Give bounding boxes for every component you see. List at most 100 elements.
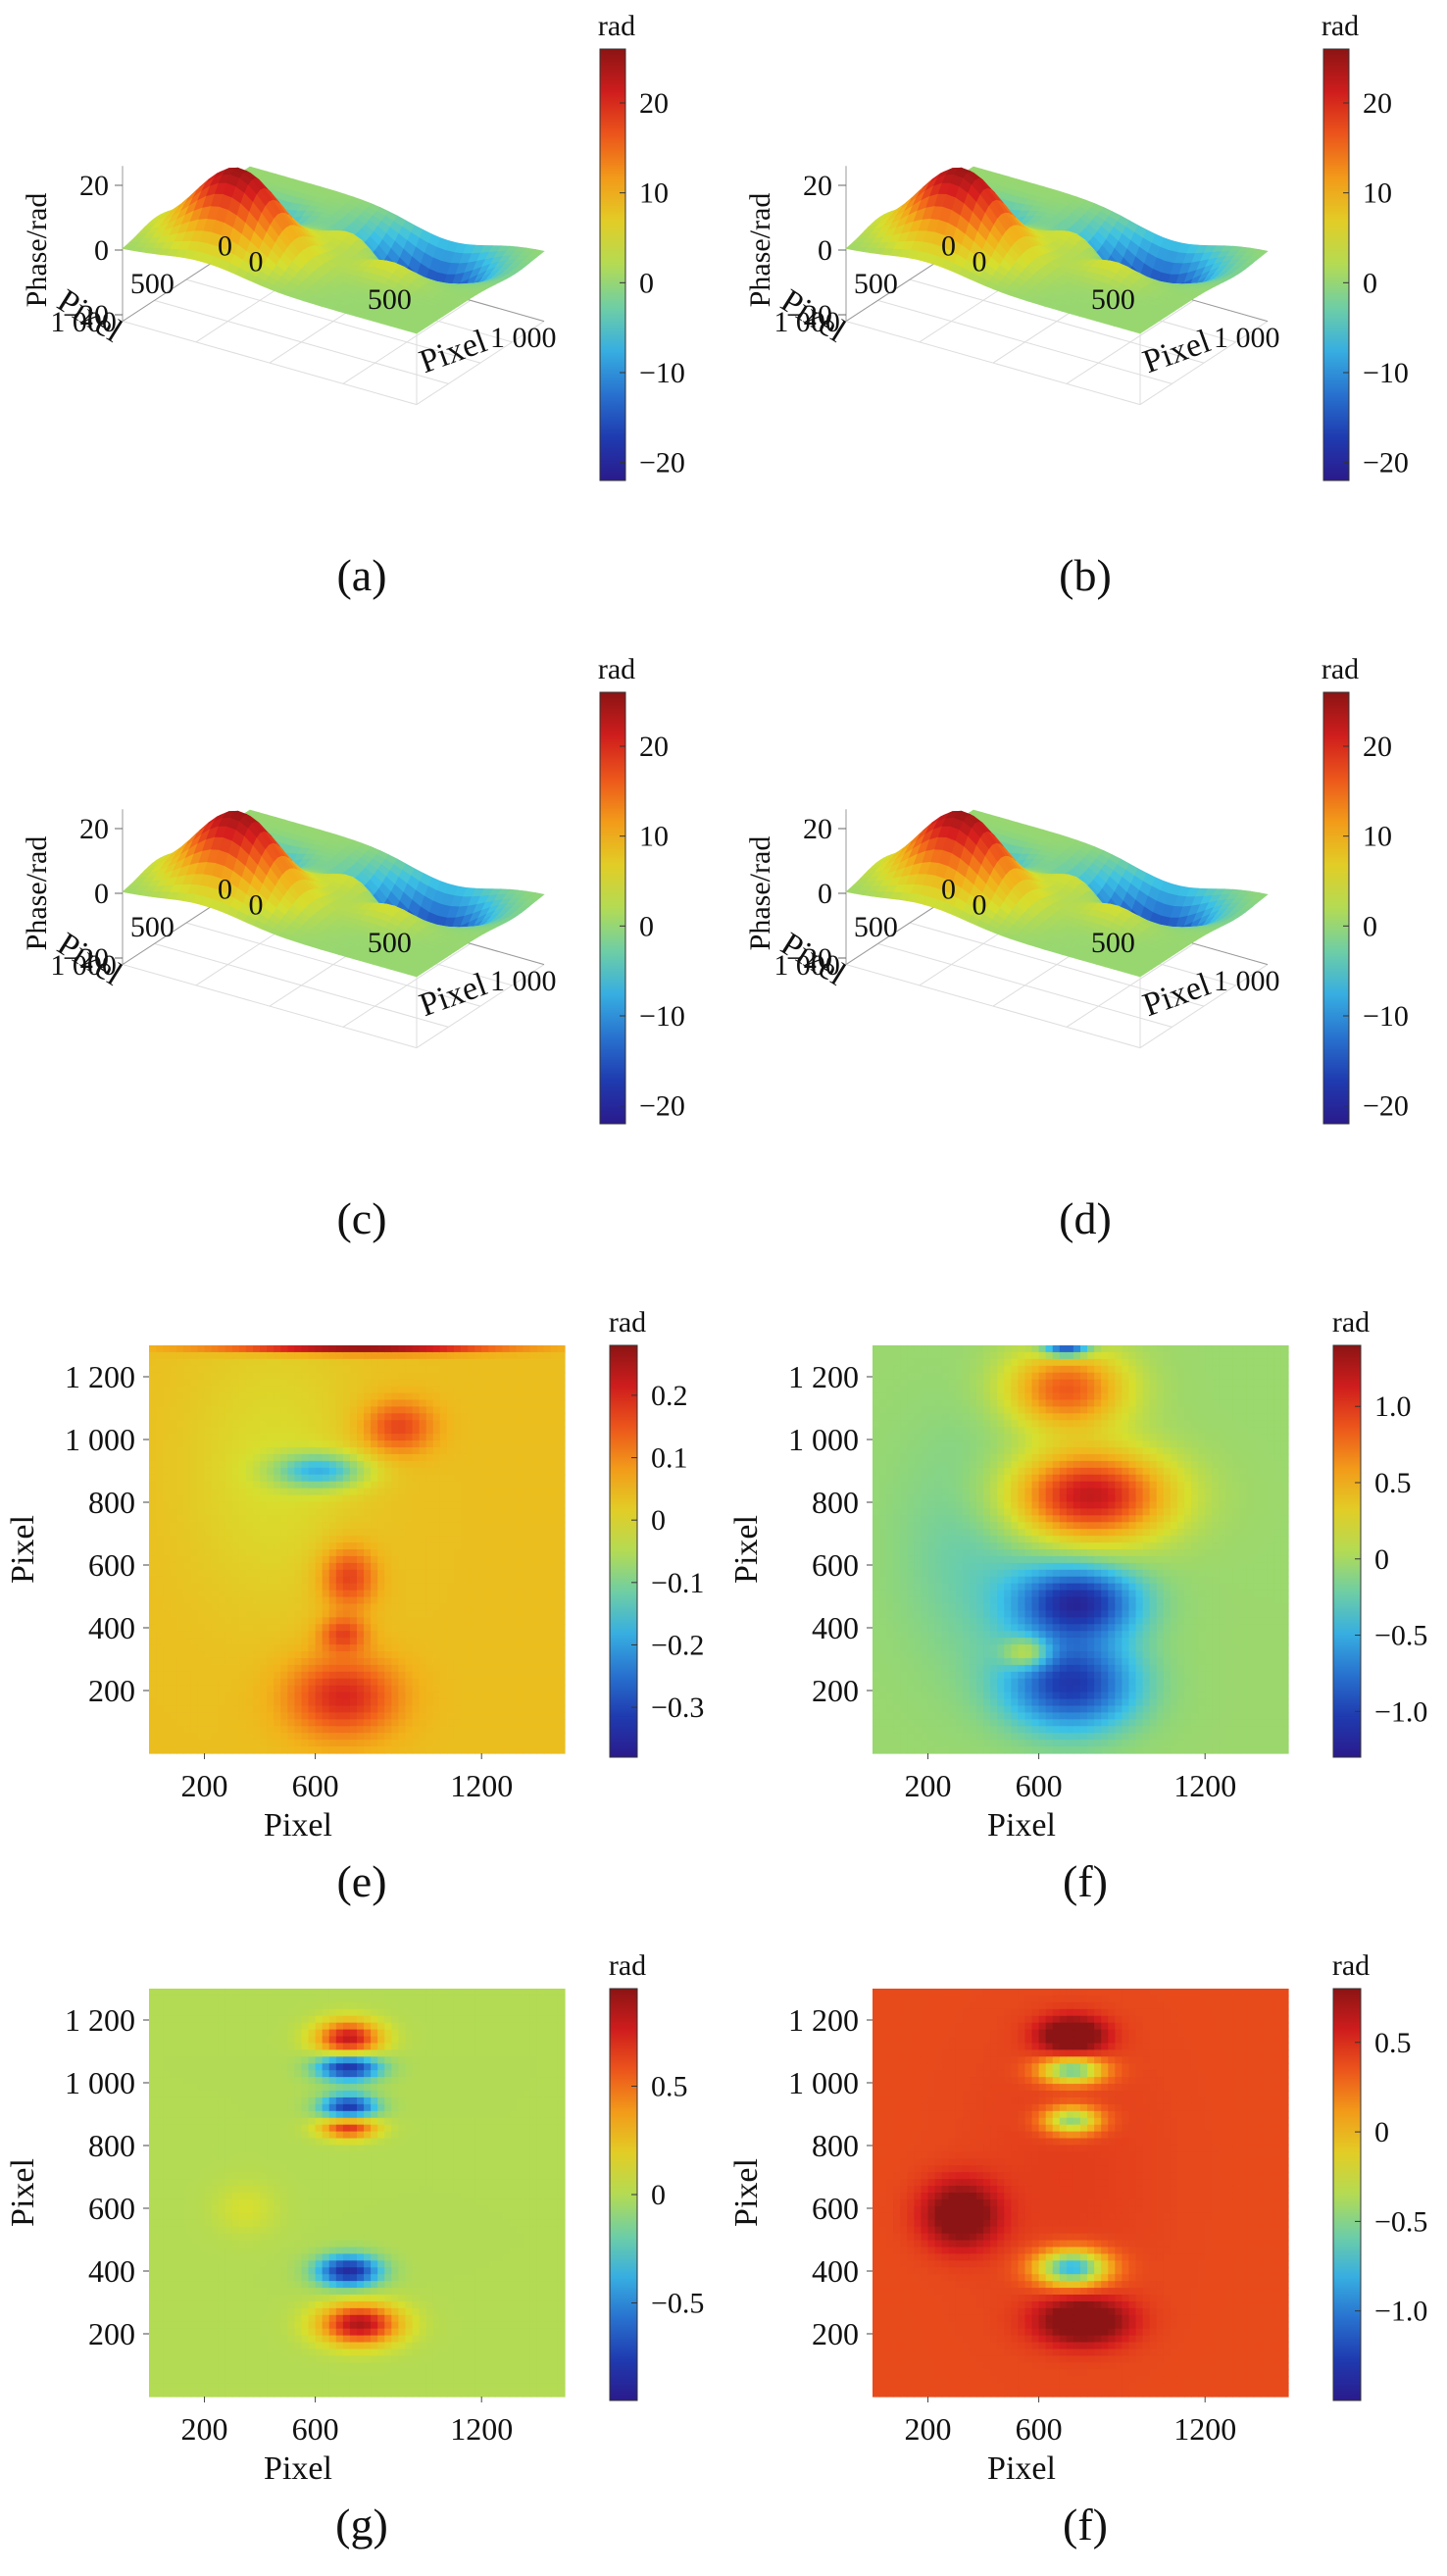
grid-line xyxy=(1066,942,1195,1028)
colorbar-title: rad xyxy=(1322,10,1359,42)
colorbar-tick-label: 20 xyxy=(639,731,669,763)
heatmap-cell xyxy=(163,1624,171,1632)
heatmap-cell xyxy=(149,1698,157,1707)
colorbar-gradient xyxy=(599,48,626,481)
heatmap-cell xyxy=(149,1467,157,1476)
heatmap-cell xyxy=(149,1529,157,1537)
heatmap-cell xyxy=(156,1678,164,1687)
heatmap-cell xyxy=(149,1638,157,1645)
heatmap-cell xyxy=(156,1406,164,1414)
heatmap-cell xyxy=(156,1420,164,1428)
heatmap-cell xyxy=(156,1746,164,1754)
heatmap-cell xyxy=(156,1555,164,1564)
z-tick-label: 20 xyxy=(79,170,109,202)
heatmap-cell xyxy=(149,1555,157,1564)
y-tick-label: 500 xyxy=(854,911,898,943)
heatmap-cell xyxy=(149,1351,157,1360)
colorbar-title: rad xyxy=(598,653,635,685)
heatmap-cell xyxy=(149,1576,157,1585)
heatmap-cell xyxy=(163,1440,171,1448)
heatmap-cell xyxy=(149,1406,157,1414)
x-tick-label: 1 000 xyxy=(490,322,557,354)
x-tick-label: 0 xyxy=(973,246,987,278)
z-axis-label: Phase/rad xyxy=(744,193,776,308)
x-tick-label: 1 000 xyxy=(490,965,557,997)
colorbar-tick-label: 0 xyxy=(639,267,654,299)
heatmap-cell xyxy=(149,1631,157,1639)
surface-patch xyxy=(122,887,136,894)
heatmap-cell xyxy=(163,1562,171,1571)
grid-line xyxy=(1139,321,1269,406)
heatmap-cell xyxy=(156,1651,164,1659)
heatmap-cell xyxy=(156,1712,164,1720)
heatmap-cell xyxy=(156,1569,164,1578)
heatmap-cell xyxy=(163,1590,171,1598)
heatmap-cell xyxy=(163,1420,171,1428)
y-axis-label: Pixel xyxy=(51,926,128,992)
heatmap-cell xyxy=(156,1664,164,1673)
z-tick-label: −20 xyxy=(786,942,832,975)
x-tick-label: 500 xyxy=(368,927,412,959)
heatmap-cell xyxy=(163,1685,171,1693)
z-tick-label: 0 xyxy=(818,234,832,267)
heatmap-cell xyxy=(156,1726,164,1734)
heatmap-cell xyxy=(163,1712,171,1720)
heatmap-cell xyxy=(149,1542,157,1550)
colorbar-tick-label: 10 xyxy=(1363,177,1392,210)
grid-line xyxy=(342,942,472,1028)
heatmap-cell xyxy=(163,1555,171,1564)
z-tick-label: 20 xyxy=(803,813,832,845)
heatmap-cell xyxy=(163,1657,171,1666)
heatmap-cell xyxy=(163,1644,171,1652)
heatmap-cell xyxy=(149,1569,157,1578)
surface-patch xyxy=(845,244,860,251)
heatmap-cell xyxy=(156,1522,164,1530)
heatmap-cell xyxy=(163,1413,171,1421)
heatmap-cell xyxy=(163,1671,171,1680)
y-tick-label: 500 xyxy=(130,911,175,943)
heatmap-cell xyxy=(156,1562,164,1571)
heatmap-cell xyxy=(149,1515,157,1523)
heatmap-cell xyxy=(170,1372,177,1381)
z-tick-label: −20 xyxy=(786,299,832,331)
y-axis-label: Pixel xyxy=(774,282,852,349)
heatmap-cell xyxy=(163,1705,171,1713)
heatmap-cell xyxy=(149,1420,157,1428)
grid-line xyxy=(877,299,1173,384)
heatmap-cell xyxy=(156,1345,164,1353)
heatmap-cell xyxy=(156,1610,164,1618)
grid-line xyxy=(845,964,1141,1049)
heatmap-cell xyxy=(156,1733,164,1741)
heatmap-cell xyxy=(163,1467,171,1476)
heatmap-cell xyxy=(156,1474,164,1483)
heatmap-cell xyxy=(163,1583,171,1591)
heatmap-cell xyxy=(156,1671,164,1680)
colorbar-gradient xyxy=(1322,691,1350,1125)
heatmap-cell xyxy=(149,1447,157,1455)
heatmap-cell xyxy=(156,1372,164,1381)
panel-a: 20 0 −20 Phase/rad 0 500 1 000 Pixel 1 000 500 0 Pi… xyxy=(0,0,724,643)
surface-mesh xyxy=(122,166,545,334)
heatmap-cell xyxy=(156,1624,164,1632)
grid-line xyxy=(154,942,449,1028)
grid-line xyxy=(154,299,449,384)
heatmap-cell xyxy=(156,1434,164,1441)
x-tick-label: 0 xyxy=(973,889,987,922)
colorbar-tick-label: 0 xyxy=(639,910,654,942)
x-tick-label: 1 000 xyxy=(1214,322,1280,354)
heatmap-cell xyxy=(156,1501,164,1509)
surface-patch xyxy=(122,244,136,251)
heatmap-cell xyxy=(163,1603,171,1611)
grid-line xyxy=(877,942,1173,1028)
colorbar-tick-label: 10 xyxy=(1363,821,1392,853)
heatmap-cell xyxy=(149,1712,157,1720)
colorbar-tick-label: −10 xyxy=(1363,357,1409,389)
heatmap-cell xyxy=(156,1631,164,1639)
heatmap-cell xyxy=(163,1365,171,1374)
x-axis-label: Pixel xyxy=(415,323,491,380)
colorbar-tick-label: 20 xyxy=(639,87,669,120)
grid-line xyxy=(122,321,418,406)
heatmap-cell xyxy=(149,1583,157,1591)
heatmap-cell xyxy=(163,1610,171,1618)
